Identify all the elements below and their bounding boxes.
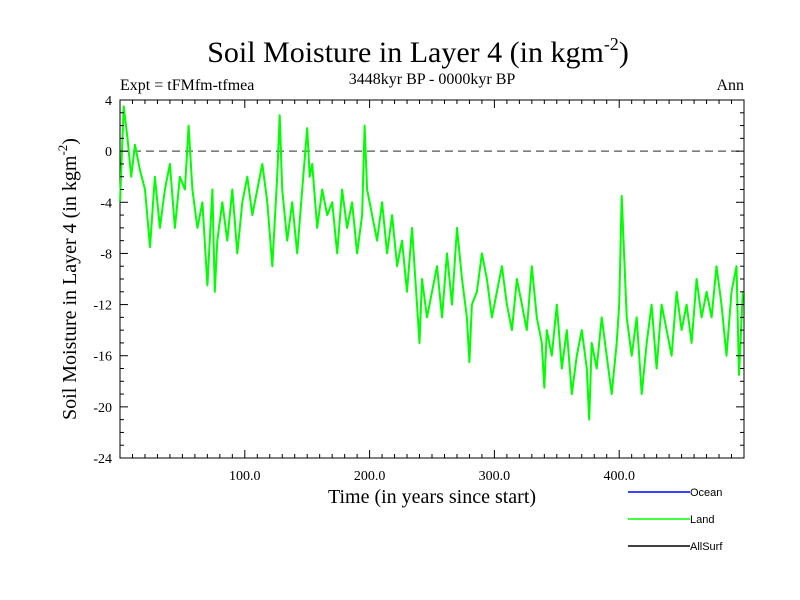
y-tick-label: -16 xyxy=(93,350,112,365)
land-series-line xyxy=(119,105,744,421)
y-tick-label: 4 xyxy=(105,94,112,109)
time-range-label: 3448kyr BP - 0000kyr BP xyxy=(349,71,516,88)
x-tick-label: 300.0 xyxy=(479,469,511,484)
legend-label-allsurf: AllSurf xyxy=(690,541,723,553)
x-axis-ticks: 100.0 200.0 300.0 400.0 xyxy=(131,100,733,484)
season-label: Ann xyxy=(716,77,744,94)
x-tick-label: 100.0 xyxy=(229,469,261,484)
chart-title-exponent: -2 xyxy=(604,34,619,54)
legend-label-land: Land xyxy=(690,514,714,526)
x-tick-label: 200.0 xyxy=(354,469,386,484)
x-axis-label: Time (in years since start) xyxy=(328,486,536,508)
y-tick-label: -8 xyxy=(100,247,112,262)
experiment-label: Expt = tFMfm-tfmea xyxy=(120,77,254,94)
y-tick-label: -24 xyxy=(93,452,112,467)
x-tick-label: 400.0 xyxy=(603,469,635,484)
y-tick-label: 0 xyxy=(105,145,112,160)
y-axis-ticks: 4 0 -4 -8 -12 -16 -20 -24 xyxy=(93,94,744,467)
legend: Ocean Land AllSurf xyxy=(628,487,723,553)
legend-label-ocean: Ocean xyxy=(690,487,722,499)
y-tick-label: -20 xyxy=(93,401,112,416)
y-tick-label: -12 xyxy=(93,299,112,314)
y-axis-label-exponent: -2 xyxy=(55,145,70,156)
y-tick-label: -4 xyxy=(100,196,112,211)
y-axis-label: Soil Moisture in Layer 4 (in kgm-2) xyxy=(55,138,81,420)
chart-title: Soil Moisture in Layer 4 (in kgm-2) xyxy=(207,34,629,69)
